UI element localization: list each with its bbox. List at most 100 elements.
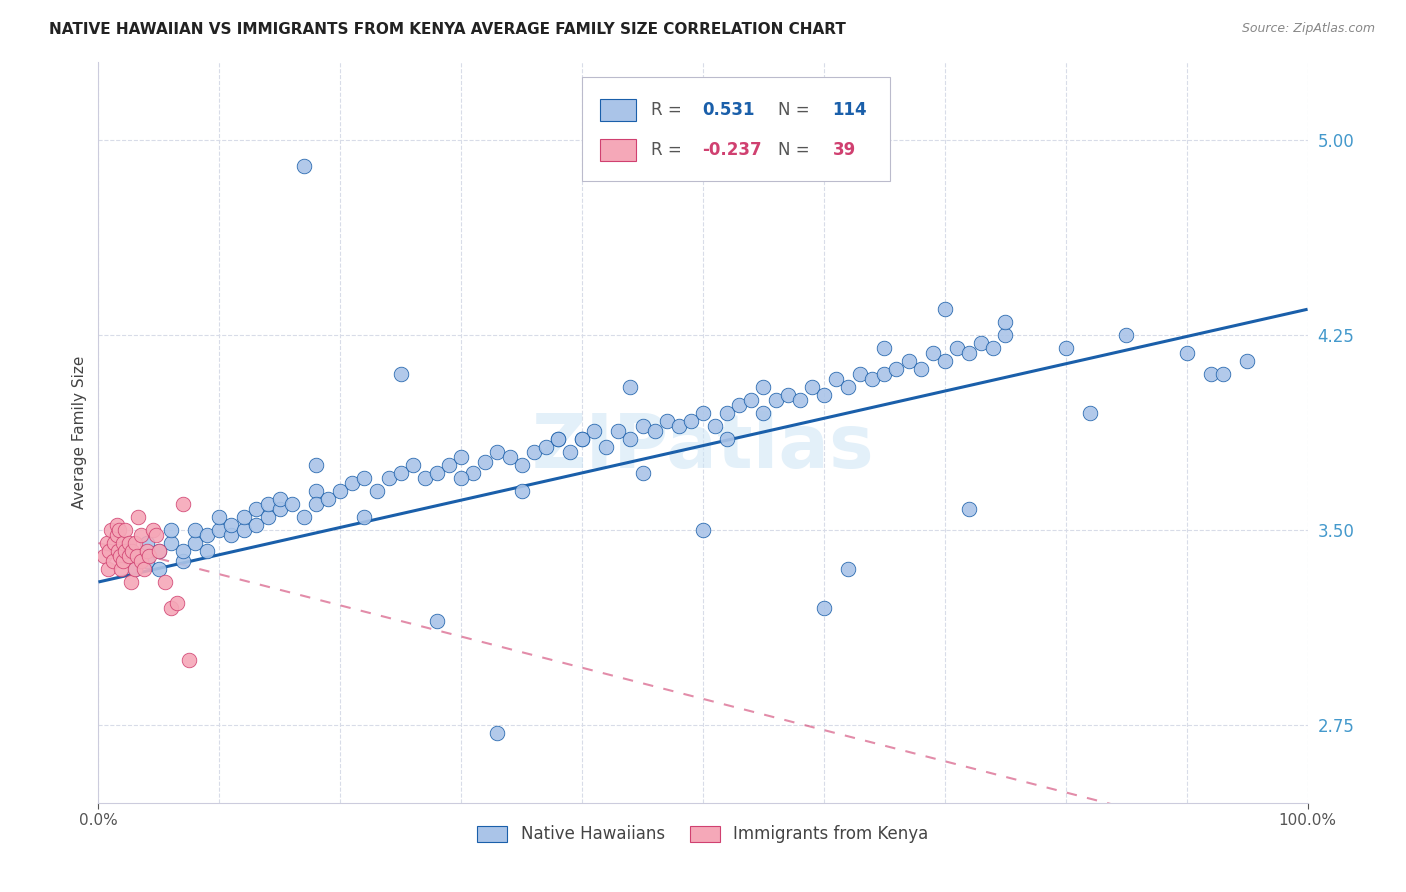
Point bbox=[232, 510, 254, 524]
Point bbox=[547, 432, 569, 446]
Point bbox=[510, 458, 533, 472]
Point bbox=[135, 544, 157, 558]
Point bbox=[957, 346, 980, 360]
Text: ZIPatlas: ZIPatlas bbox=[531, 411, 875, 484]
Point bbox=[105, 528, 128, 542]
Point bbox=[752, 380, 775, 394]
Point bbox=[127, 549, 149, 563]
Text: N =: N = bbox=[778, 141, 810, 160]
Point bbox=[619, 432, 641, 446]
Point bbox=[105, 517, 128, 532]
Point bbox=[389, 367, 412, 381]
Point bbox=[813, 388, 835, 402]
Point bbox=[172, 497, 194, 511]
Point bbox=[716, 432, 738, 446]
Point bbox=[256, 497, 278, 511]
Point bbox=[96, 536, 118, 550]
Point bbox=[860, 372, 883, 386]
Point bbox=[353, 510, 375, 524]
Point bbox=[1115, 328, 1137, 343]
Point bbox=[402, 458, 425, 472]
Point bbox=[800, 380, 823, 394]
Point bbox=[305, 484, 328, 499]
Point bbox=[138, 549, 160, 563]
Point bbox=[97, 562, 120, 576]
Point bbox=[111, 536, 134, 550]
Point bbox=[789, 393, 811, 408]
Text: R =: R = bbox=[651, 101, 688, 119]
Text: 0.531: 0.531 bbox=[702, 101, 754, 119]
Point bbox=[184, 523, 207, 537]
Point bbox=[1078, 406, 1101, 420]
Point bbox=[305, 458, 328, 472]
Point bbox=[145, 528, 167, 542]
Point bbox=[946, 341, 969, 355]
Point bbox=[704, 419, 727, 434]
Point bbox=[873, 367, 896, 381]
Y-axis label: Average Family Size: Average Family Size bbox=[72, 356, 87, 509]
Point bbox=[474, 455, 496, 469]
Point bbox=[221, 517, 243, 532]
Point bbox=[849, 367, 872, 381]
Point bbox=[498, 450, 520, 465]
Point bbox=[837, 562, 859, 576]
Point bbox=[1212, 367, 1234, 381]
Point bbox=[120, 574, 142, 589]
Point bbox=[305, 497, 328, 511]
Point bbox=[292, 510, 315, 524]
FancyBboxPatch shape bbox=[582, 78, 890, 181]
Point bbox=[118, 549, 141, 563]
Point bbox=[292, 159, 315, 173]
Point bbox=[172, 544, 194, 558]
Point bbox=[160, 536, 183, 550]
Text: -0.237: -0.237 bbox=[702, 141, 762, 160]
Point bbox=[486, 725, 509, 739]
Point bbox=[377, 471, 399, 485]
Point bbox=[179, 653, 201, 667]
Point bbox=[371, 873, 394, 888]
Point bbox=[450, 450, 472, 465]
Point bbox=[776, 388, 799, 402]
Point bbox=[957, 502, 980, 516]
Point bbox=[934, 354, 956, 368]
Point bbox=[510, 484, 533, 499]
Point bbox=[129, 554, 152, 568]
Point bbox=[232, 523, 254, 537]
Point bbox=[825, 372, 848, 386]
Point bbox=[114, 523, 136, 537]
Point bbox=[127, 510, 149, 524]
Point bbox=[129, 528, 152, 542]
Text: 114: 114 bbox=[832, 101, 868, 119]
Point bbox=[195, 528, 218, 542]
Point bbox=[101, 554, 124, 568]
Point bbox=[679, 414, 702, 428]
Point bbox=[897, 354, 920, 368]
Point bbox=[148, 562, 170, 576]
Point bbox=[98, 544, 121, 558]
Point bbox=[184, 536, 207, 550]
Point bbox=[166, 596, 188, 610]
Point bbox=[450, 471, 472, 485]
Point bbox=[103, 536, 125, 550]
Point bbox=[934, 302, 956, 317]
Point bbox=[886, 362, 908, 376]
Point bbox=[728, 398, 751, 412]
Point bbox=[124, 536, 146, 550]
Point bbox=[111, 554, 134, 568]
Point bbox=[692, 523, 714, 537]
Legend: Native Hawaiians, Immigrants from Kenya: Native Hawaiians, Immigrants from Kenya bbox=[471, 819, 935, 850]
Point bbox=[148, 544, 170, 558]
Point bbox=[534, 440, 557, 454]
Text: N =: N = bbox=[778, 101, 810, 119]
Point bbox=[655, 414, 678, 428]
Point bbox=[619, 380, 641, 394]
Point bbox=[523, 445, 546, 459]
Point bbox=[668, 419, 690, 434]
Point bbox=[118, 536, 141, 550]
Point bbox=[160, 601, 183, 615]
Point bbox=[245, 517, 267, 532]
Bar bbox=[600, 139, 637, 161]
Point bbox=[160, 523, 183, 537]
Point bbox=[463, 466, 485, 480]
Point bbox=[595, 440, 617, 454]
